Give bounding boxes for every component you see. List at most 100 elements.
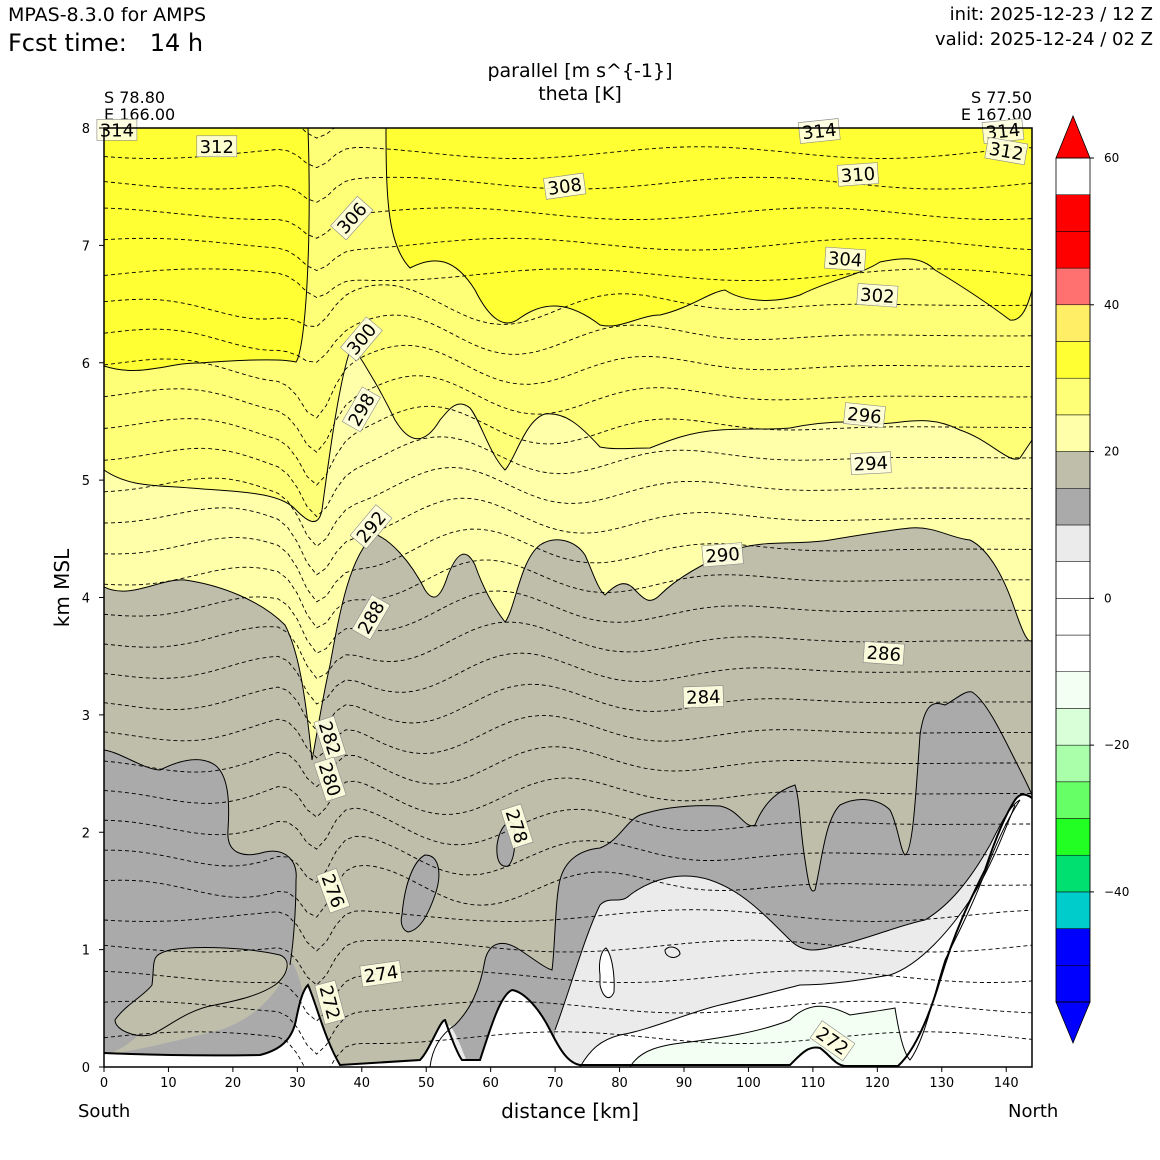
theta-contour-line: [104, 1000, 1032, 1055]
theta-contour-line: [104, 909, 1032, 952]
y-tick-label: 7: [82, 239, 90, 254]
fill-khaki-blob: [115, 947, 288, 1036]
colorbar-segment: [1055, 965, 1091, 1003]
colorbar-segment: [1055, 634, 1091, 672]
boundary-6: [114, 947, 288, 1037]
theta-label: 310: [836, 162, 879, 187]
right-end-lon: E 167.00: [960, 105, 1032, 124]
colorbar-segment: [1055, 267, 1091, 306]
x-tick-label: 120: [865, 1076, 890, 1091]
theta-contour-line: [104, 314, 1032, 363]
theta-label: 286: [862, 641, 905, 666]
theta-contour-line: [104, 807, 1032, 850]
colorbar-segment: [1055, 708, 1091, 746]
theta-label-box: [359, 960, 403, 988]
colorbar-segment: [1055, 414, 1091, 452]
theta-label-text: 310: [840, 164, 876, 187]
theta-contour-line: [104, 146, 1032, 169]
x-tick-label: 60: [482, 1076, 499, 1091]
colorbar-segment: [1055, 891, 1091, 929]
theta-label-box: [843, 402, 886, 428]
colorbar-tick-label: 60: [1104, 151, 1119, 165]
boundary-7: [400, 854, 440, 933]
theta-label-text: 290: [705, 544, 741, 568]
colorbar-segment: [1055, 488, 1091, 526]
theta-label: 294: [850, 451, 892, 476]
boundary-10: [554, 799, 1021, 1031]
theta-label-text: 274: [363, 962, 400, 988]
theta-contour-line: [104, 939, 1032, 986]
theta-contour-line: [104, 835, 1032, 884]
y-tick-label: 5: [82, 474, 90, 489]
theta-label: 312: [196, 135, 238, 158]
boundary-1: [104, 128, 310, 371]
theta-label-box: [96, 119, 138, 141]
theta-label: 308: [543, 172, 587, 200]
fill-white-right: [580, 798, 1032, 1067]
theta-label-text: 294: [853, 453, 888, 476]
x-tick-label: 10: [160, 1076, 177, 1091]
theta-label: 284: [682, 685, 724, 709]
theta-contour-line: [104, 1031, 1032, 1067]
theta-contour-line: [104, 621, 1032, 680]
colorbar-segment: [1055, 194, 1091, 232]
theta-contour-line: [104, 683, 1032, 731]
colorbar-segment: [1055, 781, 1091, 819]
chart-title: parallel [m s^{-1}]: [487, 60, 673, 82]
theta-label-text: 286: [866, 643, 902, 666]
theta-contour-line: [104, 497, 1032, 576]
fill-gray-left: [104, 750, 297, 1055]
colorbar-segment: [1055, 231, 1091, 269]
theta-label-text: 312: [200, 137, 234, 158]
colorbar-segment: [1055, 304, 1091, 342]
theta-label: 302: [856, 283, 899, 308]
chart-subtitle: theta [K]: [538, 83, 622, 105]
colorbar-segment: [1055, 854, 1091, 893]
colorbar-segment: [1055, 671, 1091, 709]
x-tick-label: 140: [994, 1076, 1019, 1091]
forecast-time: Fcst time: 14 h: [8, 29, 204, 57]
colorbar-segment: [1055, 598, 1091, 636]
colorbar-tick-label: 0: [1104, 591, 1112, 605]
y-tick-label: 8: [82, 122, 90, 137]
theta-label: 296: [843, 402, 886, 428]
terrain-line: [104, 793, 1032, 1067]
theta-contour-line: [104, 268, 1032, 298]
theta-label: 314: [96, 119, 138, 141]
boundary-9: [429, 691, 1032, 1067]
colorbar-tick-label: 20: [1104, 445, 1119, 459]
right-end-coords: S 77.50 E 167.00: [961, 89, 1032, 123]
y-tick-label: 1: [82, 944, 90, 959]
model-title: MPAS-8.3.0 for AMPS: [8, 4, 207, 26]
theta-contour-line: [104, 207, 1032, 239]
theta-contour-line: [104, 590, 1032, 654]
boundary-12: [599, 947, 615, 999]
x-tick-label: 20: [225, 1076, 242, 1091]
theta-label-box: [797, 118, 841, 144]
theta-label-text: 308: [546, 174, 583, 200]
theta-label-box: [341, 386, 381, 433]
left-end-coords: S 78.80 E 166.00: [104, 89, 175, 123]
theta-label-text: 284: [686, 687, 721, 709]
x-tick-label: 30: [289, 1076, 306, 1091]
theta-label-box: [313, 715, 347, 761]
theta-contour-line: [104, 344, 1032, 419]
shade-boundaries: [104, 128, 1032, 1067]
fill-gray-blob-1: [401, 855, 439, 932]
theta-label-text: 302: [859, 285, 895, 308]
theta-contour-line: [104, 528, 1032, 603]
theta-label-box: [349, 504, 393, 550]
colorbar-segment: [1055, 561, 1091, 599]
theta-label-box: [196, 135, 238, 158]
theta-label: 314: [797, 118, 841, 144]
y-tick-label: 6: [82, 357, 90, 372]
theta-label: 290: [701, 542, 744, 568]
theta-label-box: [836, 162, 879, 187]
x-tick-label: 0: [100, 1076, 108, 1091]
north-label: North: [1008, 1101, 1059, 1122]
theta-contour-line: [104, 466, 1032, 548]
theta-contour-line: [104, 777, 1032, 818]
colorbar-tick-label: −20: [1104, 738, 1129, 752]
left-end-lon: E 166.00: [104, 105, 176, 124]
theta-label-box: [543, 172, 587, 200]
